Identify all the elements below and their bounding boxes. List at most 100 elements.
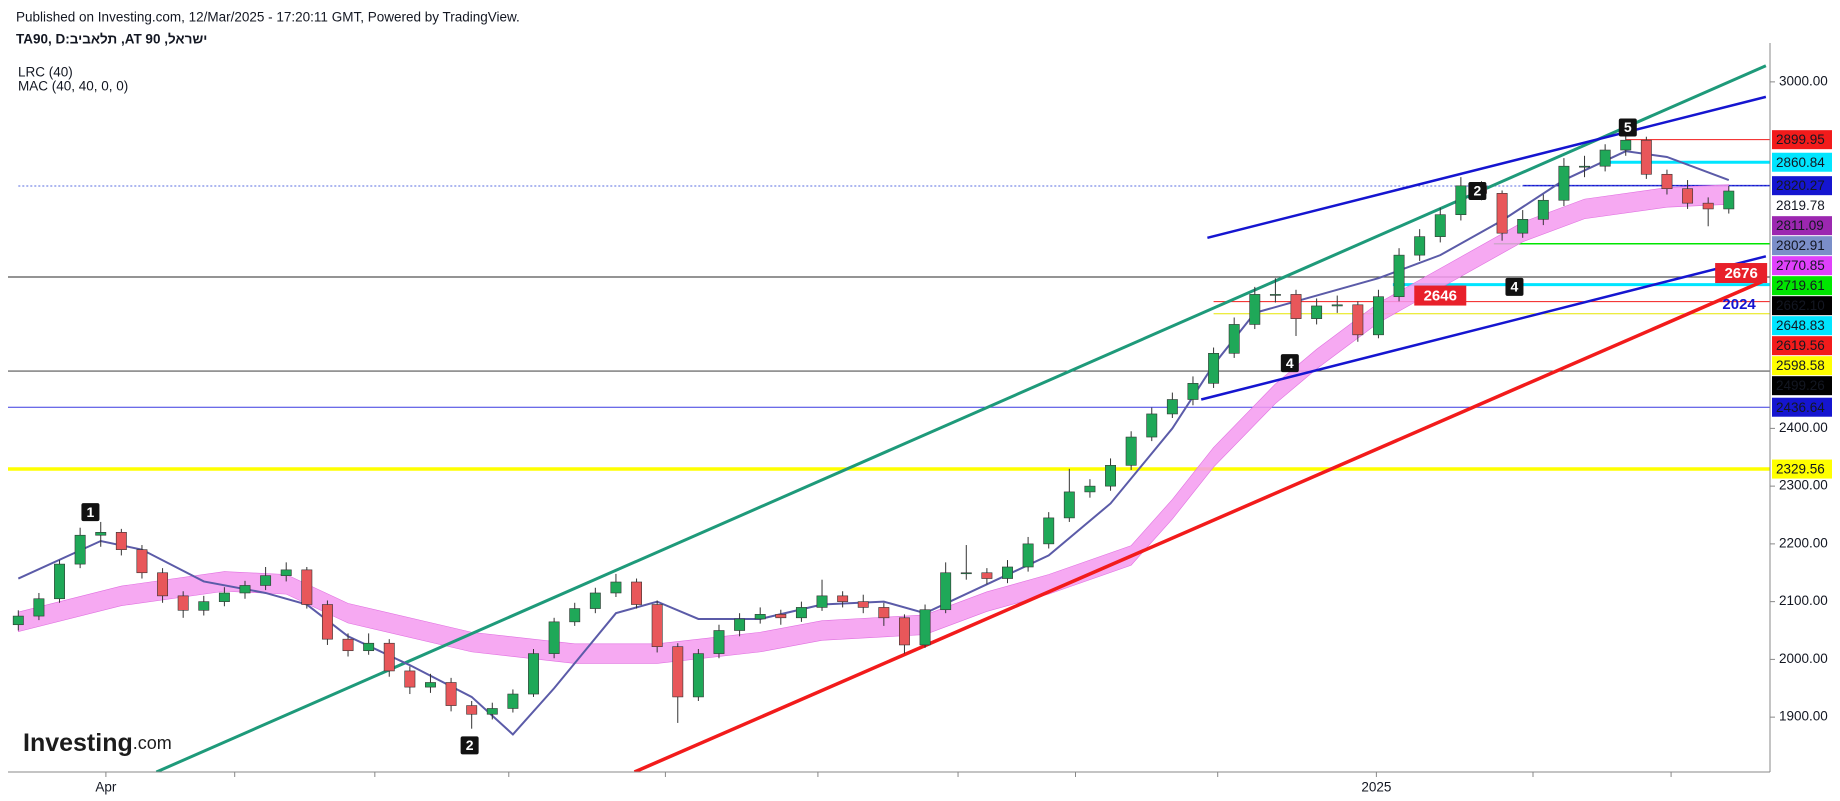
trend-line [1200,255,1767,401]
candle-body [33,598,45,617]
candle-body [218,592,230,602]
candle-body [1290,294,1302,319]
candle-body [115,532,127,550]
candle-body [363,642,375,652]
candle-body [74,534,86,565]
candle-body [857,601,869,608]
logo-suffix: .com [133,733,172,753]
moving-average [17,150,1730,736]
candle-body [651,604,663,647]
candle-body [1208,353,1220,384]
candle-body [1599,149,1611,167]
candle-body [1187,383,1199,400]
candle-body [1002,566,1013,579]
candle-body [1249,294,1261,325]
y-tick-label: 3000.00 [1779,73,1828,88]
price-label: 2619.56 [1776,338,1825,353]
candle-body [631,581,643,605]
candle-body [404,670,416,688]
candle-body [589,592,601,609]
candle-body [1414,236,1426,256]
candle-body [1269,294,1281,296]
price-label-box [1772,152,1832,172]
candle-body [1084,485,1096,493]
candle-body [507,693,519,709]
trend-line [633,278,1767,772]
candle-body [1620,139,1632,151]
wave-marker [1468,182,1487,201]
candle-body [981,572,993,579]
candle-body [692,653,704,698]
y-tick-label: 2200.00 [1779,535,1828,550]
candle-body [177,595,189,611]
price-label-box [1772,176,1832,196]
trend-line [155,64,1767,772]
logo: Investing.com [23,729,172,757]
x-tick-label: Apr [95,780,117,795]
price-note-box [1715,263,1768,284]
candle-body [754,614,766,620]
candle-body [342,638,354,652]
candle-body [301,569,313,605]
candle-body [95,532,107,536]
published-note: Published on Investing.com, 12/Mar/2025 … [16,10,520,25]
candle-body [1105,465,1116,487]
candle-body [486,708,498,715]
price-label-box [1772,256,1832,276]
price-label: 2811.09 [1776,218,1824,233]
candle-body [1702,202,1714,210]
wave-label: 2 [1473,183,1481,199]
candle-body [1166,399,1178,415]
candle-body [899,617,910,646]
price-label: 2770.85 [1776,258,1825,273]
candle-body [919,609,931,646]
candle-body [445,682,457,706]
wave-label: 5 [1624,119,1632,135]
candle-body [1331,304,1343,307]
candle-body [1022,543,1034,568]
candle-body [1228,324,1240,354]
price-label-box [1772,196,1832,216]
plot-layer [8,64,1770,772]
candle-body [425,682,436,688]
price-label-box [1772,336,1832,356]
candle-body [672,646,684,698]
candle-body [1537,199,1549,220]
candle-body [734,618,746,631]
wave-marker [1505,277,1524,296]
wave-label: 4 [1286,355,1294,371]
candle-body [1455,185,1467,216]
candle-body [960,572,972,575]
indicator-label: LRC (40) [18,65,73,80]
candle-body [1640,139,1652,175]
price-label: 2802.91 [1776,238,1825,253]
price-label-box [1772,276,1832,296]
price-label: 2899.95 [1776,132,1825,147]
candle-body [1517,219,1529,234]
candle-body [1372,296,1384,336]
logo-main: Investing [23,729,133,757]
candle-body [1352,304,1364,336]
candle-body [466,705,478,715]
price-label-box [1772,236,1832,256]
candle-body [528,653,539,695]
price-label-box [1772,216,1832,236]
price-label: 2819.78 [1776,198,1825,213]
envelope-band [18,184,1730,664]
candle-body [383,642,395,672]
candle-body [12,615,24,626]
candle-body [569,608,581,623]
candle-body [1043,517,1055,545]
x-tick-label: 2025 [1361,780,1391,795]
price-label: 2499.26 [1776,378,1825,393]
overlay-layer: 1 2 4 2 4 5 2646 2676 2024 1900.00 2000.00 2100.00 2… [8,0,1840,801]
wave-label: 2 [466,737,474,753]
y-tick-label: 2100.00 [1779,593,1828,608]
candle-body [239,585,251,594]
y-tick-label: 2400.00 [1779,420,1828,435]
price-note: 2646 [1424,288,1457,305]
candle-body [260,575,272,586]
candle-body [775,614,787,619]
